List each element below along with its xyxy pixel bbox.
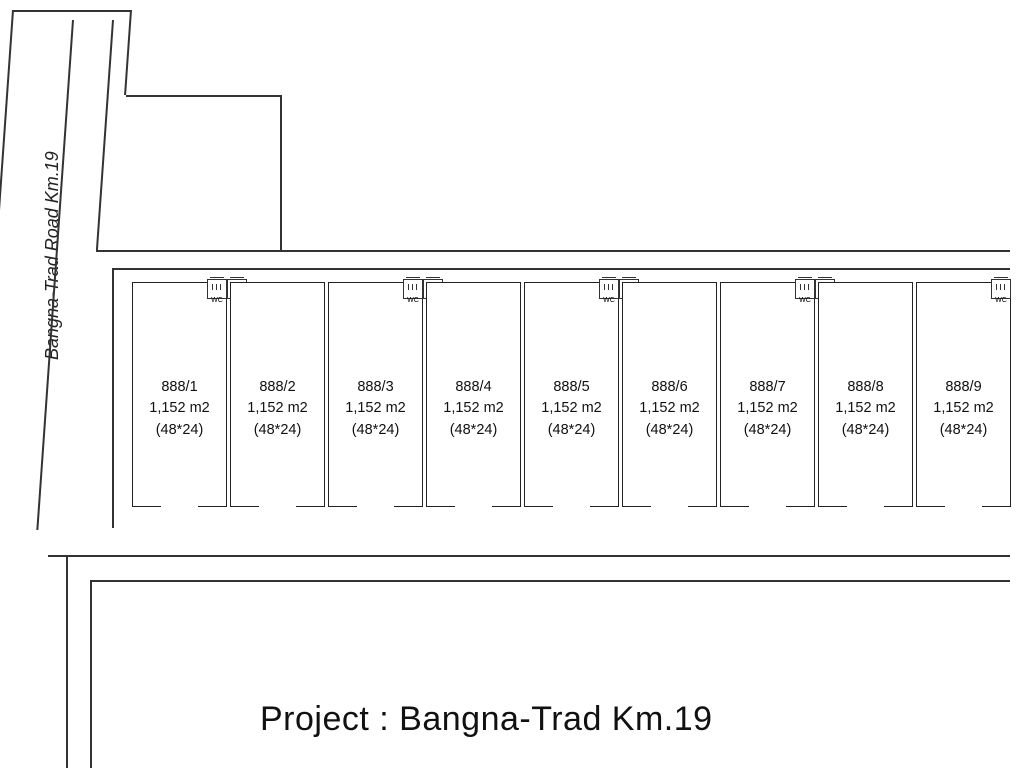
unit-dims: (48*24): [917, 420, 1010, 442]
wc-cell: WC: [207, 279, 227, 299]
unit-plot: 888/21,152 m2(48*24): [230, 282, 325, 507]
unit-area: 1,152 m2: [623, 398, 716, 420]
unit-labels: 888/41,152 m2(48*24): [427, 377, 520, 442]
road-top-line: [12, 10, 130, 12]
unit-id: 888/6: [623, 377, 716, 399]
unit-dims: (48*24): [525, 420, 618, 442]
unit-plot: 888/91,152 m2(48*24) WC: [916, 282, 1011, 507]
unit-plot: 888/71,152 m2(48*24) WCWC: [720, 282, 815, 507]
unit-labels: 888/51,152 m2(48*24): [525, 377, 618, 442]
unit-plot: 888/31,152 m2(48*24) WCWC: [328, 282, 423, 507]
unit-id: 888/3: [329, 377, 422, 399]
unit-labels: 888/61,152 m2(48*24): [623, 377, 716, 442]
lower-boundary-outer: [48, 555, 1010, 557]
unit-labels: 888/91,152 m2(48*24): [917, 377, 1010, 442]
unit-id: 888/5: [525, 377, 618, 399]
unit-plot: 888/61,152 m2(48*24): [622, 282, 717, 507]
lower-left-outer-vert: [66, 555, 68, 768]
unit-dims: (48*24): [819, 420, 912, 442]
unit-id: 888/9: [917, 377, 1010, 399]
unit-area: 1,152 m2: [917, 398, 1010, 420]
wc-label: WC: [796, 289, 814, 313]
unit-area: 1,152 m2: [525, 398, 618, 420]
wc-label: WC: [992, 289, 1010, 313]
road-outer-right-upper: [124, 10, 131, 95]
wc-label: WC: [404, 289, 422, 313]
unit-area: 1,152 m2: [133, 398, 226, 420]
unit-plot: 888/81,152 m2(48*24): [818, 282, 913, 507]
site-plan-canvas: Bangna-Trad Road Km.19 888/11,152 m2(48*…: [0, 0, 1024, 768]
lower-left-inner-vert: [90, 580, 92, 768]
mid-boundary-line: [96, 250, 1010, 252]
unit-id: 888/1: [133, 377, 226, 399]
unit-labels: 888/71,152 m2(48*24): [721, 377, 814, 442]
unit-id: 888/2: [231, 377, 324, 399]
wc-cell: WC: [795, 279, 815, 299]
unit-area: 1,152 m2: [231, 398, 324, 420]
wc-cell: WC: [991, 279, 1011, 299]
upper-block-top: [126, 95, 281, 97]
unit-dims: (48*24): [133, 420, 226, 442]
unit-id: 888/8: [819, 377, 912, 399]
unit-area: 1,152 m2: [427, 398, 520, 420]
units-area-left-line: [112, 268, 114, 528]
unit-dims: (48*24): [427, 420, 520, 442]
units-area-top-line: [112, 268, 1010, 270]
wc-cell: WC: [403, 279, 423, 299]
unit-area: 1,152 m2: [329, 398, 422, 420]
unit-plot: 888/11,152 m2(48*24) WCWC: [132, 282, 227, 507]
unit-labels: 888/31,152 m2(48*24): [329, 377, 422, 442]
road-outer-left: [0, 10, 14, 530]
upper-block-right: [280, 95, 282, 250]
unit-dims: (48*24): [329, 420, 422, 442]
unit-labels: 888/81,152 m2(48*24): [819, 377, 912, 442]
unit-id: 888/4: [427, 377, 520, 399]
unit-labels: 888/11,152 m2(48*24): [133, 377, 226, 442]
project-title: Project : Bangna-Trad Km.19: [260, 700, 713, 739]
unit-dims: (48*24): [231, 420, 324, 442]
unit-plot: 888/41,152 m2(48*24): [426, 282, 521, 507]
wc-cell: WC: [599, 279, 619, 299]
unit-area: 1,152 m2: [721, 398, 814, 420]
unit-dims: (48*24): [721, 420, 814, 442]
unit-plot: 888/51,152 m2(48*24) WCWC: [524, 282, 619, 507]
unit-id: 888/7: [721, 377, 814, 399]
wc-label: WC: [600, 289, 618, 313]
unit-area: 1,152 m2: [819, 398, 912, 420]
unit-labels: 888/21,152 m2(48*24): [231, 377, 324, 442]
lower-boundary-inner: [90, 580, 1010, 582]
wc-label: WC: [208, 289, 226, 313]
wc-group: WC: [991, 279, 1011, 299]
road-inner-right-upper: [96, 20, 114, 250]
unit-dims: (48*24): [623, 420, 716, 442]
